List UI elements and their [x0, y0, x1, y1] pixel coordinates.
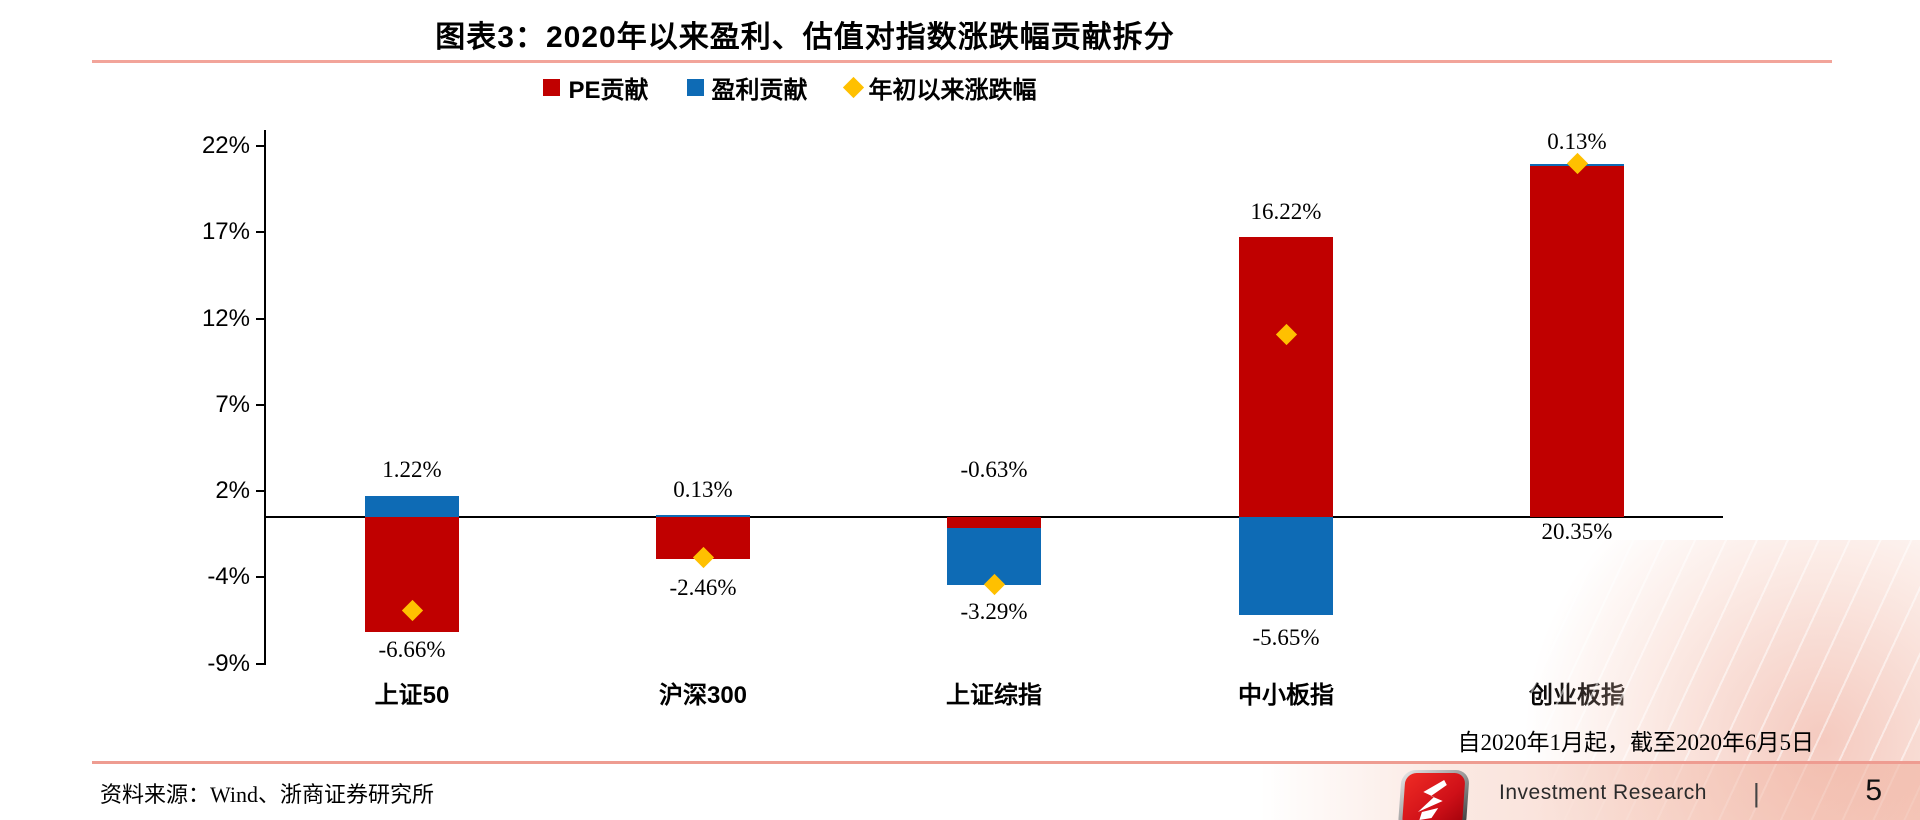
legend-label: 年初以来涨跌幅: [868, 77, 1037, 104]
bar-segment-earnings: [365, 495, 459, 517]
title-underline: [92, 60, 1832, 63]
category-label: 上证50: [374, 682, 450, 709]
y-axis-tick: [256, 662, 265, 665]
data-label-top: -0.63%: [960, 457, 1028, 482]
legend-square-marker: [686, 79, 704, 96]
data-label-top: 16.22%: [1250, 199, 1322, 224]
y-tick-label: 17%: [201, 218, 250, 246]
y-axis-tick: [256, 576, 265, 579]
y-tick-label: 2%: [215, 477, 250, 505]
y-tick-label: 12%: [201, 304, 250, 332]
y-tick-label: -4%: [207, 563, 250, 591]
page-number: 5: [1865, 774, 1882, 807]
category-label: 中小板指: [1238, 682, 1334, 709]
data-label-bottom: -3.29%: [960, 599, 1028, 624]
data-label-top: 1.22%: [382, 457, 442, 482]
data-label-bottom: -2.46%: [669, 575, 737, 600]
category-label: 沪深300: [658, 682, 748, 709]
footer-watermark-band: [1260, 764, 1920, 820]
legend-item: 盈利贡献: [686, 70, 808, 105]
bar-segment-pe: [1530, 165, 1624, 517]
legend-square-marker: [543, 79, 561, 96]
source-note: 资料来源：Wind、浙商证券研究所: [100, 782, 434, 807]
data-label-bottom: 20.35%: [1541, 519, 1613, 544]
legend-item: PE贡献: [543, 70, 649, 105]
y-tick-label: 7%: [215, 390, 250, 418]
data-label-top: 0.13%: [1547, 129, 1607, 154]
zheshang-securities-logo: [1398, 770, 1469, 820]
bar-segment-earnings: [656, 514, 750, 517]
bar-segment-pe: [947, 517, 1041, 528]
y-axis-tick: [256, 403, 265, 406]
category-label: 上证综指: [946, 682, 1042, 709]
chart-period-note: 自2020年1月起，截至2020年6月5日: [1457, 730, 1815, 755]
y-axis-tick: [256, 231, 265, 234]
brand-separator: |: [1752, 777, 1760, 808]
footer-divider: [92, 761, 1920, 764]
data-label-bottom: -6.66%: [378, 637, 446, 662]
chart-legend: PE贡献 盈利贡献 年初以来涨跌幅: [440, 70, 1140, 105]
bar-segment-earnings: [1239, 517, 1333, 615]
footer-brand-area: Investment Research | 5: [1395, 766, 1920, 820]
brand-text: Investment Research: [1499, 781, 1707, 804]
y-axis-line: [264, 130, 266, 665]
data-label-bottom: -5.65%: [1252, 625, 1320, 650]
legend-label: 盈利贡献: [711, 77, 808, 104]
y-axis-tick: [256, 317, 265, 320]
bar-segment-pe: [1239, 237, 1333, 517]
data-label-top: 0.13%: [673, 477, 733, 502]
y-tick-label: -9%: [207, 649, 250, 677]
y-axis-tick: [256, 490, 265, 493]
y-tick-label: 22%: [201, 131, 250, 159]
y-axis-tick: [256, 144, 265, 147]
chart-title: 图表3：2020年以来盈利、估值对指数涨跌幅贡献拆分: [435, 21, 1175, 54]
legend-label: PE贡献: [568, 77, 649, 104]
legend-item: 年初以来涨跌幅: [842, 70, 1037, 105]
